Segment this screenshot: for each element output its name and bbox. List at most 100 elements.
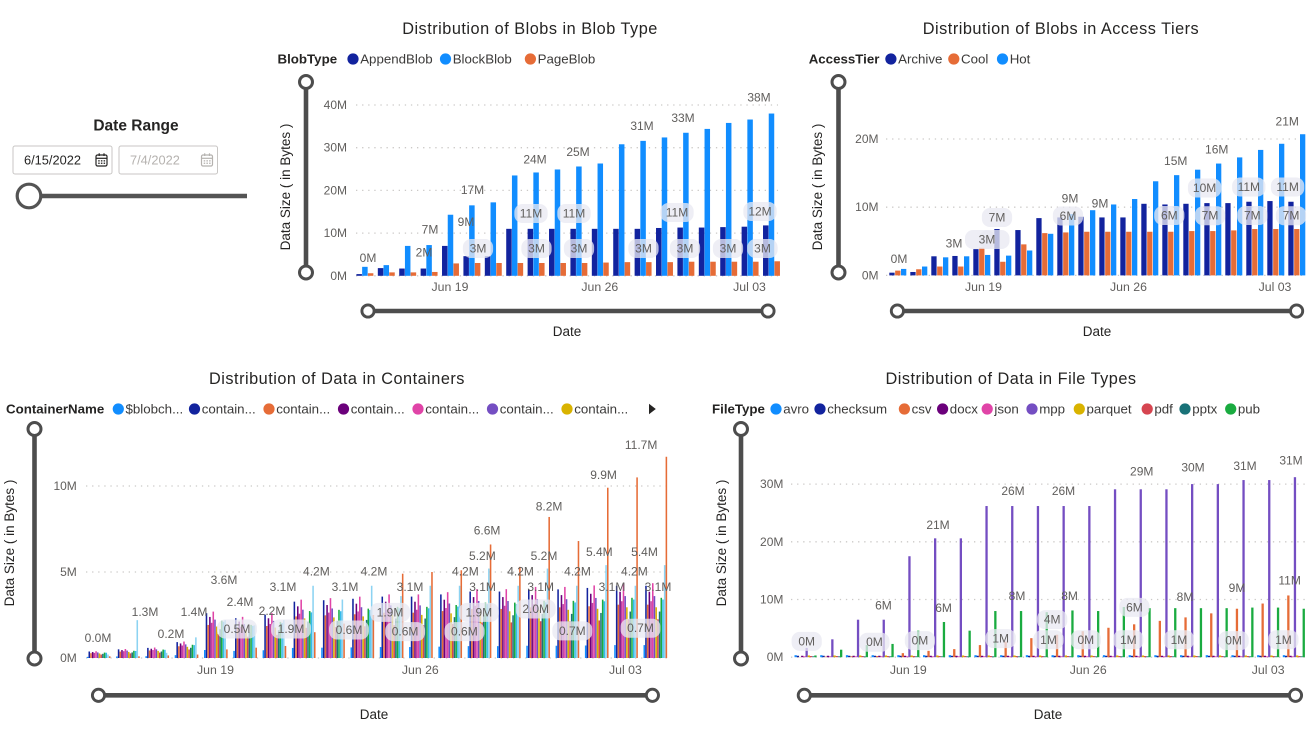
svg-text:5.4M: 5.4M xyxy=(586,545,613,559)
svg-text:6M: 6M xyxy=(1126,600,1143,614)
svg-text:0.0M: 0.0M xyxy=(85,631,112,645)
svg-text:3.1M: 3.1M xyxy=(599,580,626,594)
svg-text:7M: 7M xyxy=(989,211,1006,225)
svg-text:contain...: contain... xyxy=(202,402,256,417)
svg-text:5M: 5M xyxy=(60,565,77,579)
svg-text:Data Size ( in Bytes ): Data Size ( in Bytes ) xyxy=(714,480,729,607)
svg-text:avro: avro xyxy=(783,402,809,417)
svg-text:24M: 24M xyxy=(523,153,546,167)
svg-text:33M: 33M xyxy=(671,111,694,125)
svg-text:7/4/2022: 7/4/2022 xyxy=(130,153,180,168)
svg-text:Distribution of Blobs in Acces: Distribution of Blobs in Access Tiers xyxy=(923,20,1199,38)
svg-text:1M: 1M xyxy=(1120,633,1137,647)
svg-text:11M: 11M xyxy=(666,206,688,220)
svg-text:AppendBlob: AppendBlob xyxy=(360,52,432,67)
svg-text:9.9M: 9.9M xyxy=(590,468,617,482)
svg-text:pub: pub xyxy=(1238,402,1260,417)
svg-text:Jun 19: Jun 19 xyxy=(432,280,469,294)
svg-text:0M: 0M xyxy=(862,268,879,282)
svg-text:9M: 9M xyxy=(1092,197,1109,211)
svg-text:0.7M: 0.7M xyxy=(627,621,654,635)
svg-text:3M: 3M xyxy=(677,242,694,256)
svg-text:AccessTier: AccessTier xyxy=(809,52,880,67)
svg-text:0.7M: 0.7M xyxy=(559,624,586,638)
svg-text:4M: 4M xyxy=(1044,613,1061,627)
svg-text:Jul 03: Jul 03 xyxy=(733,280,766,294)
svg-text:8M: 8M xyxy=(1061,589,1078,603)
svg-text:0M: 0M xyxy=(798,634,815,648)
svg-text:21M: 21M xyxy=(1276,115,1299,129)
svg-text:pptx: pptx xyxy=(1192,402,1217,417)
svg-text:1.4M: 1.4M xyxy=(181,605,208,619)
svg-text:Date Range: Date Range xyxy=(93,118,179,135)
svg-text:9M: 9M xyxy=(1062,192,1079,206)
svg-text:3M: 3M xyxy=(720,242,737,256)
svg-text:BlobType: BlobType xyxy=(278,52,338,67)
svg-text:26M: 26M xyxy=(1001,484,1024,498)
svg-text:6M: 6M xyxy=(875,598,892,612)
svg-text:BlockBlob: BlockBlob xyxy=(453,52,512,67)
svg-text:8.2M: 8.2M xyxy=(536,499,563,513)
svg-text:1M: 1M xyxy=(1171,633,1188,647)
svg-text:9M: 9M xyxy=(458,215,475,229)
svg-text:3M: 3M xyxy=(979,233,996,247)
svg-text:checksum: checksum xyxy=(827,402,887,417)
svg-text:1.9M: 1.9M xyxy=(278,622,305,636)
svg-text:3.1M: 3.1M xyxy=(469,580,496,594)
svg-text:11M: 11M xyxy=(563,207,585,221)
svg-text:38M: 38M xyxy=(747,91,770,105)
svg-text:docx: docx xyxy=(950,402,978,417)
svg-text:Jun 26: Jun 26 xyxy=(402,663,439,677)
svg-text:7M: 7M xyxy=(1283,209,1300,223)
svg-text:7M: 7M xyxy=(1202,209,1219,223)
svg-text:2.2M: 2.2M xyxy=(259,604,286,618)
svg-text:10M: 10M xyxy=(855,200,878,214)
svg-text:26M: 26M xyxy=(1052,484,1075,498)
svg-text:3M: 3M xyxy=(528,242,545,256)
svg-text:0M: 0M xyxy=(1225,634,1242,648)
svg-text:Jul 03: Jul 03 xyxy=(609,663,642,677)
svg-text:11M: 11M xyxy=(1238,180,1260,194)
svg-text:7M: 7M xyxy=(422,223,439,237)
svg-text:Distribution of Data in Contai: Distribution of Data in Containers xyxy=(209,370,465,388)
svg-text:2M: 2M xyxy=(416,246,433,260)
svg-text:40M: 40M xyxy=(324,98,347,112)
svg-text:12M: 12M xyxy=(748,205,771,219)
svg-text:25M: 25M xyxy=(566,145,589,159)
svg-text:3.6M: 3.6M xyxy=(211,573,238,587)
svg-text:2.4M: 2.4M xyxy=(227,595,254,609)
svg-text:1M: 1M xyxy=(1040,633,1057,647)
svg-text:Jun 26: Jun 26 xyxy=(1110,280,1147,294)
svg-text:20M: 20M xyxy=(324,183,347,197)
svg-text:Distribution of Blobs in Blob: Distribution of Blobs in Blob Type xyxy=(402,20,658,38)
svg-text:5.4M: 5.4M xyxy=(631,545,658,559)
svg-text:0M: 0M xyxy=(767,650,784,664)
svg-text:21M: 21M xyxy=(926,518,949,532)
svg-text:3M: 3M xyxy=(571,242,588,256)
svg-text:Date: Date xyxy=(1083,324,1112,339)
svg-text:ContainerName: ContainerName xyxy=(6,402,104,417)
svg-text:1M: 1M xyxy=(1275,633,1292,647)
svg-text:11.7M: 11.7M xyxy=(625,438,657,452)
svg-text:15M: 15M xyxy=(1164,154,1187,168)
svg-text:Jul 03: Jul 03 xyxy=(1252,663,1285,677)
svg-text:contain...: contain... xyxy=(425,402,479,417)
svg-text:$blobch...: $blobch... xyxy=(126,402,184,417)
svg-text:7M: 7M xyxy=(1244,209,1261,223)
svg-text:Jun 19: Jun 19 xyxy=(890,663,927,677)
svg-text:10M: 10M xyxy=(53,479,76,493)
svg-text:0.5M: 0.5M xyxy=(224,622,251,636)
svg-text:30M: 30M xyxy=(1181,461,1204,475)
svg-text:31M: 31M xyxy=(630,119,653,133)
svg-text:20M: 20M xyxy=(855,132,878,146)
svg-text:1.9M: 1.9M xyxy=(465,605,492,619)
svg-text:0M: 0M xyxy=(866,635,883,649)
svg-text:0M: 0M xyxy=(891,252,908,266)
svg-text:30M: 30M xyxy=(324,141,347,155)
svg-text:10M: 10M xyxy=(1193,181,1216,195)
svg-text:1.9M: 1.9M xyxy=(377,605,404,619)
svg-text:contain...: contain... xyxy=(351,402,405,417)
svg-text:6/15/2022: 6/15/2022 xyxy=(24,153,81,168)
svg-text:5.2M: 5.2M xyxy=(531,549,558,563)
svg-text:8M: 8M xyxy=(1177,590,1194,604)
